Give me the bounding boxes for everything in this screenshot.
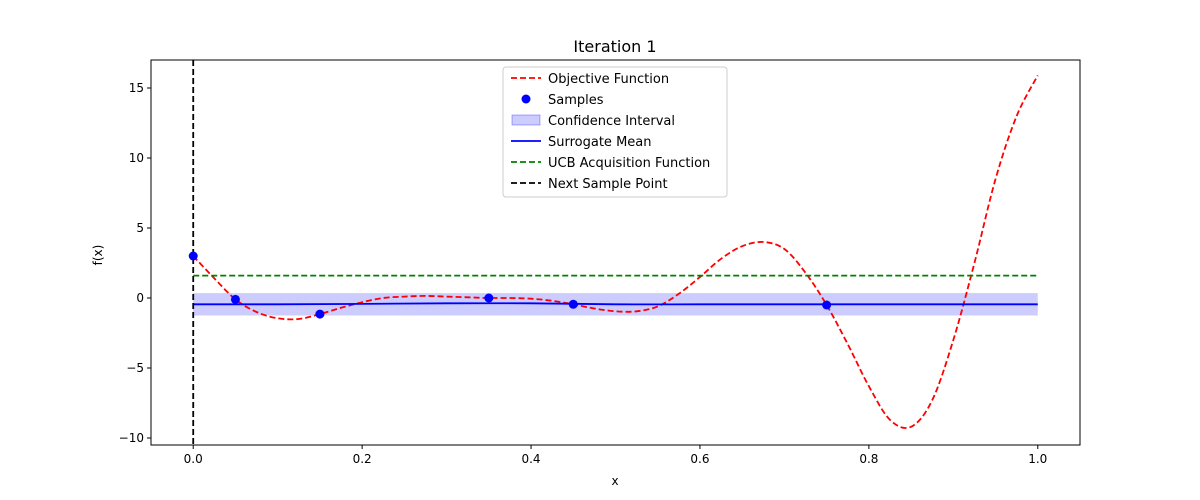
y-tick-label: −5 bbox=[126, 361, 144, 375]
sample-point bbox=[230, 294, 240, 304]
axes: 0.0 0.2 0.4 0.6 0.8 1.0 −10 −5 0 5 10 15 bbox=[119, 59, 1081, 466]
x-axis-title: x bbox=[611, 474, 618, 488]
x-tick-label: 1.0 bbox=[1028, 452, 1047, 466]
chart-title: Iteration 1 bbox=[573, 37, 656, 56]
x-tick-label: 0.0 bbox=[184, 452, 203, 466]
series-objective-function bbox=[192, 74, 1039, 429]
y-tick-label: 5 bbox=[136, 221, 144, 235]
legend-handle-band bbox=[511, 114, 541, 126]
x-tick-label: 0.6 bbox=[690, 452, 709, 466]
axes-frame bbox=[150, 59, 1081, 446]
y-axis-title: f(x) bbox=[91, 245, 105, 266]
sample-point bbox=[568, 299, 578, 309]
sample-point bbox=[188, 251, 198, 261]
plot-area bbox=[188, 60, 1039, 445]
legend-label: Samples bbox=[548, 93, 604, 108]
y-tick-label: −10 bbox=[119, 431, 144, 445]
y-tick-label: 0 bbox=[136, 291, 144, 305]
sample-point bbox=[315, 309, 325, 319]
x-tick-label: 0.4 bbox=[521, 452, 540, 466]
plot-series-group bbox=[192, 60, 1039, 445]
sample-point bbox=[484, 293, 494, 303]
sample-point bbox=[822, 300, 832, 310]
legend-handle-samples bbox=[521, 94, 531, 104]
legend-box bbox=[502, 66, 728, 198]
legend-label: Confidence Interval bbox=[548, 114, 675, 129]
y-tick-label: 15 bbox=[129, 81, 144, 95]
legend-label: Objective Function bbox=[548, 72, 669, 87]
y-tick-label: 10 bbox=[129, 151, 144, 165]
legend-label: Surrogate Mean bbox=[548, 135, 652, 150]
x-tick-label: 0.2 bbox=[353, 452, 372, 466]
legend-label: Next Sample Point bbox=[548, 177, 668, 192]
legend: Objective Function Samples Confidence Inte… bbox=[502, 66, 728, 198]
legend-label: UCB Acquisition Function bbox=[548, 156, 710, 171]
x-tick-label: 0.8 bbox=[859, 452, 878, 466]
series-surrogate-mean bbox=[193, 302, 1038, 306]
